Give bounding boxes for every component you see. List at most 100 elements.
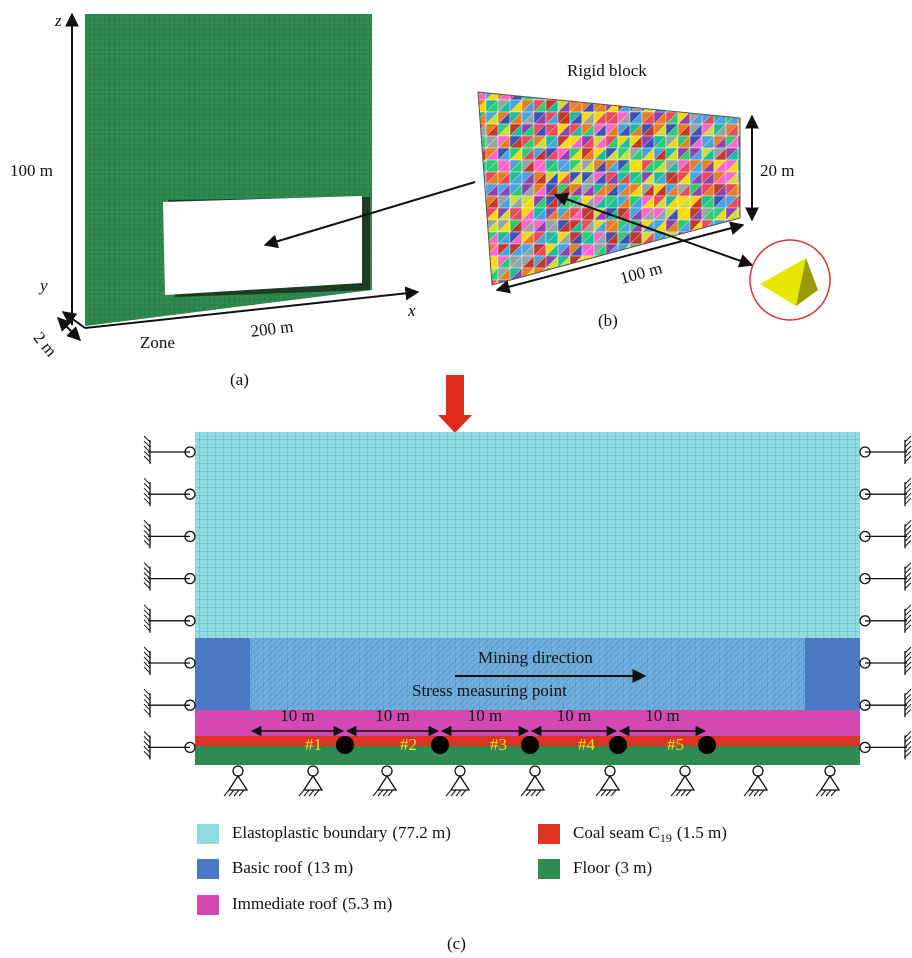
- hatch: [905, 456, 911, 462]
- point-label: #3: [490, 735, 507, 754]
- block-triangle: [606, 88, 618, 100]
- pin: [382, 766, 392, 776]
- hatch: [905, 525, 911, 531]
- block-triangle: [714, 268, 726, 280]
- hatch: [905, 436, 911, 442]
- block-triangle: [630, 88, 642, 100]
- block-triangle: [606, 280, 618, 292]
- hatch: [531, 790, 536, 796]
- pin: [233, 766, 243, 776]
- block-triangle: [714, 100, 726, 112]
- legend-text: 19: [660, 831, 672, 845]
- block-triangle: [678, 100, 690, 112]
- block-triangle: [654, 88, 666, 100]
- block-triangle: [558, 280, 570, 292]
- block-triangle: [546, 280, 558, 292]
- hatch: [905, 736, 911, 742]
- block-triangle: [630, 88, 642, 100]
- hatch: [144, 657, 150, 663]
- block-triangle: [474, 220, 486, 232]
- hatch: [754, 790, 759, 796]
- legend-text: Coal seam C: [573, 823, 660, 842]
- hatch: [309, 790, 314, 796]
- hatch: [744, 790, 749, 796]
- legend-label: Immediate roof(5.3 m): [232, 894, 392, 913]
- block-triangle: [702, 88, 714, 100]
- hatch: [905, 709, 911, 715]
- hatch: [905, 751, 911, 757]
- block-triangle: [690, 88, 702, 100]
- hatch: [144, 436, 150, 442]
- caption-c: (c): [447, 934, 466, 953]
- hatch: [905, 446, 911, 452]
- width-label: 200 m: [249, 317, 294, 341]
- hatch: [229, 790, 234, 796]
- hatch: [144, 610, 150, 616]
- hatch: [526, 790, 531, 796]
- hatch: [456, 790, 461, 796]
- hatch: [144, 483, 150, 489]
- legend-text: Elastoplastic boundary: [232, 823, 388, 842]
- legend-text: Basic roof: [232, 858, 303, 877]
- hatch: [144, 446, 150, 452]
- zone-label: Zone: [140, 333, 175, 352]
- block-triangle: [726, 88, 738, 100]
- block-title: Rigid block: [567, 61, 647, 80]
- block-triangle: [678, 268, 690, 280]
- point-label: #2: [400, 735, 417, 754]
- pin: [605, 766, 615, 776]
- hatch: [144, 615, 150, 621]
- block-triangle: [474, 220, 486, 232]
- block-triangle: [690, 256, 702, 268]
- block-triangle: [678, 280, 690, 292]
- hatch: [144, 441, 150, 447]
- block-triangle: [582, 280, 594, 292]
- block-triangle: [594, 268, 606, 280]
- hatch: [144, 530, 150, 536]
- hatch: [905, 540, 911, 546]
- legend-swatch: [197, 859, 219, 879]
- block-triangle: [474, 256, 486, 268]
- block-triangle: [666, 88, 678, 100]
- block-triangle: [702, 256, 714, 268]
- hatch: [905, 699, 911, 705]
- hatch: [671, 790, 676, 796]
- support: [601, 776, 619, 790]
- hatch: [304, 790, 309, 796]
- caption-b: (b): [598, 311, 618, 330]
- block-triangle: [726, 100, 738, 112]
- block-mesh: [474, 88, 750, 292]
- hatch: [144, 568, 150, 574]
- block-triangle: [522, 88, 534, 100]
- depth-label: 2 m: [30, 328, 61, 360]
- block-triangle: [558, 88, 570, 100]
- block-triangle: [738, 280, 750, 292]
- block-triangle: [654, 88, 666, 100]
- block-triangle: [714, 280, 726, 292]
- pin: [308, 766, 318, 776]
- measuring-point: [698, 736, 716, 754]
- panel-c: Mining direction Stress measuring point …: [144, 432, 911, 796]
- block-triangle: [474, 208, 486, 220]
- block-triangle: [714, 256, 726, 268]
- block-triangle: [654, 280, 666, 292]
- block-triangle: [546, 280, 558, 292]
- measuring-point: [336, 736, 354, 754]
- hatch: [373, 790, 378, 796]
- hatch: [905, 478, 911, 484]
- block-triangle: [726, 232, 738, 244]
- block-triangle: [738, 268, 750, 280]
- hatch: [144, 699, 150, 705]
- hatch: [905, 563, 911, 569]
- block-triangle: [474, 280, 486, 292]
- block-triangle: [702, 100, 714, 112]
- legend-swatch: [538, 859, 560, 879]
- hatch: [144, 652, 150, 658]
- legend-text: Immediate roof: [232, 894, 338, 913]
- block-triangle: [690, 100, 702, 112]
- hatch: [144, 563, 150, 569]
- block-triangle: [690, 268, 702, 280]
- pin: [530, 766, 540, 776]
- block-triangle: [570, 88, 582, 100]
- hatch: [299, 790, 304, 796]
